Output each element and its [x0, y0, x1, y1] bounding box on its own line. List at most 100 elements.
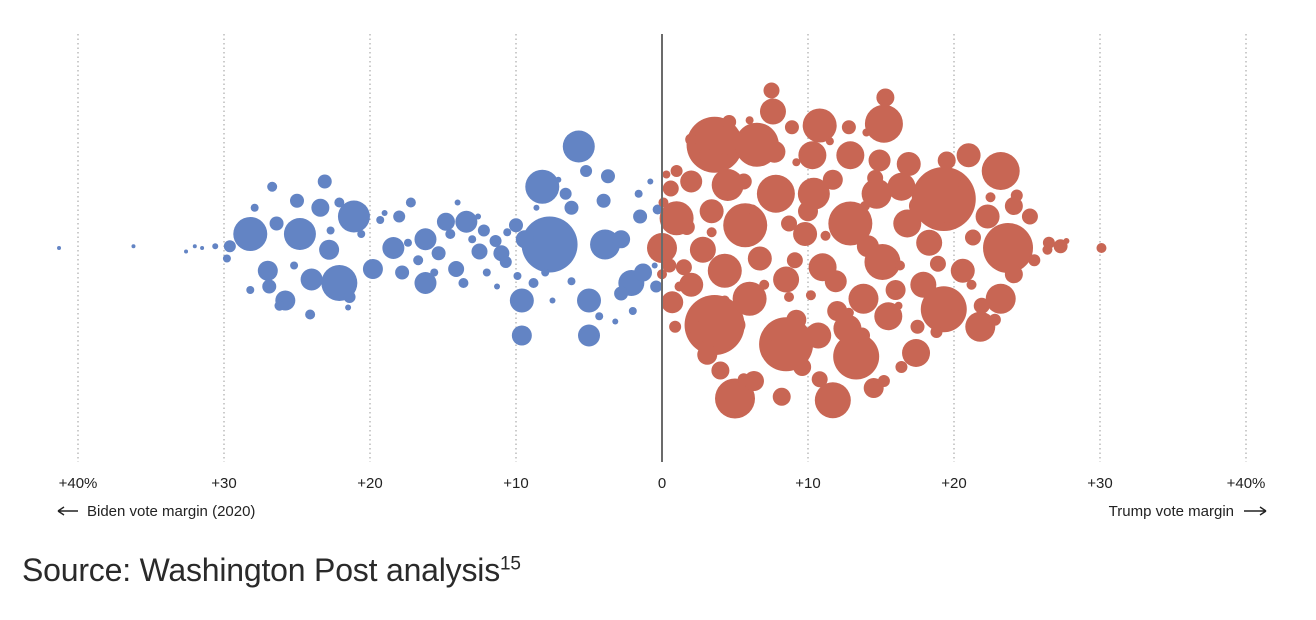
x-tick-label: +20 [941, 475, 966, 492]
biden-county-bubble [414, 272, 437, 294]
biden-county-bubble [246, 286, 255, 294]
biden-county-bubble [262, 279, 277, 294]
biden-county-bubble [580, 165, 593, 177]
biden-county-bubble [482, 268, 491, 277]
trump-county-bubble [743, 371, 764, 391]
trump-county-bubble [885, 280, 906, 300]
biden-county-bubble [269, 216, 284, 231]
biden-county-bubble [290, 193, 304, 208]
biden-county-bubble [382, 237, 405, 259]
trump-county-bubble [1028, 254, 1041, 267]
trump-county-bubble [868, 149, 891, 172]
trump-county-bubble [719, 295, 730, 306]
trump-county-bubble [988, 313, 1001, 326]
trump-county-bubble [864, 104, 903, 143]
trump-county-bubble [759, 279, 770, 290]
biden-county-bubble [509, 218, 523, 233]
trump-county-bubble [711, 169, 744, 201]
trump-county-bubble [735, 173, 752, 190]
biden-county-bubble [503, 228, 512, 237]
trump-county-bubble [824, 270, 847, 293]
biden-county-bubble [477, 224, 490, 237]
trump-county-bubble [861, 178, 892, 209]
trump-county-bubble [763, 82, 780, 99]
biden-county-bubble [499, 256, 512, 268]
trump-county-bubble [772, 387, 791, 406]
trump-county-bubble [1096, 243, 1107, 253]
biden-county-bubble [131, 244, 136, 249]
biden-county-bubble [200, 246, 205, 250]
biden-county-bubble [305, 309, 316, 320]
biden-county-bubble [274, 300, 285, 311]
trump-county-bubble [727, 316, 746, 334]
trump-county-bubble [902, 339, 931, 367]
trump-county-bubble [786, 252, 803, 269]
biden-county-bubble [458, 278, 469, 288]
biden-county-bubble [511, 325, 532, 346]
trump-county-bubble [981, 152, 1020, 190]
trump-county-bubble [965, 311, 996, 342]
trump-county-bubble [675, 259, 692, 276]
trump-county-bubble [836, 141, 865, 170]
trump-county-bubble [1021, 208, 1038, 225]
trump-county-bubble [895, 361, 908, 373]
biden-county-bubble [633, 209, 648, 224]
trump-county-bubble [854, 327, 871, 344]
trump-county-bubble [814, 382, 851, 419]
trump-county-bubble [760, 339, 775, 353]
trump-county-bubble [894, 260, 905, 271]
biden-county-bubble [267, 181, 278, 192]
biden-county-bubble [414, 228, 437, 251]
trump-county-bubble [722, 115, 737, 129]
biden-county-bubble [381, 210, 388, 216]
trump-county-bubble [937, 151, 956, 170]
trump-county-bubble [687, 319, 702, 334]
biden-county-bubble [471, 243, 488, 260]
trump-county-bubble [1004, 265, 1023, 284]
biden-county-bubble [436, 212, 455, 231]
trump-county-bubble [964, 229, 981, 246]
trump-county-bubble [747, 204, 758, 215]
biden-county-bubble [612, 318, 619, 325]
biden-county-bubble [578, 324, 600, 347]
biden-county-bubble [57, 246, 62, 250]
trump-county-bubble [759, 98, 786, 125]
trump-county-bubble [985, 192, 996, 203]
x-tick-label: +30 [211, 475, 236, 492]
trump-county-bubble [1010, 189, 1023, 202]
trump-margin-label: Trump vote margin [1109, 503, 1234, 520]
biden-county-bubble [357, 230, 366, 238]
trump-county-bubble [747, 246, 772, 271]
trump-county-bubble [711, 361, 730, 380]
trump-county-bubble [699, 199, 724, 224]
biden-county-bubble [184, 249, 189, 254]
biden-county-bubble [513, 272, 522, 280]
biden-county-bubble [319, 239, 340, 260]
biden-county-bubble [549, 297, 556, 304]
trump-county-bubble [737, 373, 750, 386]
left-arrow-icon [57, 506, 78, 516]
biden-county-bubble [455, 210, 478, 233]
trump-county-bubble [859, 201, 870, 211]
trump-county-bubble [862, 128, 871, 137]
trump-county-bubble [894, 301, 903, 310]
trump-county-bubble [825, 137, 834, 146]
trump-county-bubble [827, 301, 848, 321]
trump-county-bubble [662, 180, 679, 197]
biden-county-bubble [612, 230, 631, 249]
biden-county-bubble [376, 216, 385, 224]
trump-county-bubble [820, 230, 831, 241]
trump-county-bubble [910, 319, 925, 334]
biden-county-bubble [317, 174, 332, 189]
biden-county-bubble [326, 226, 335, 235]
trump-county-bubble [802, 108, 837, 143]
trump-county-bubble [662, 258, 677, 273]
trump-county-bubble [985, 283, 1016, 314]
biden-county-bubble [562, 130, 595, 163]
biden-county-bubble [567, 277, 576, 286]
biden-county-bubble [614, 286, 629, 301]
biden-county-bubble [468, 235, 477, 244]
biden-county-bubble [413, 255, 424, 266]
x-tick-label: 0 [658, 475, 666, 492]
trump-county-bubble [745, 116, 754, 125]
